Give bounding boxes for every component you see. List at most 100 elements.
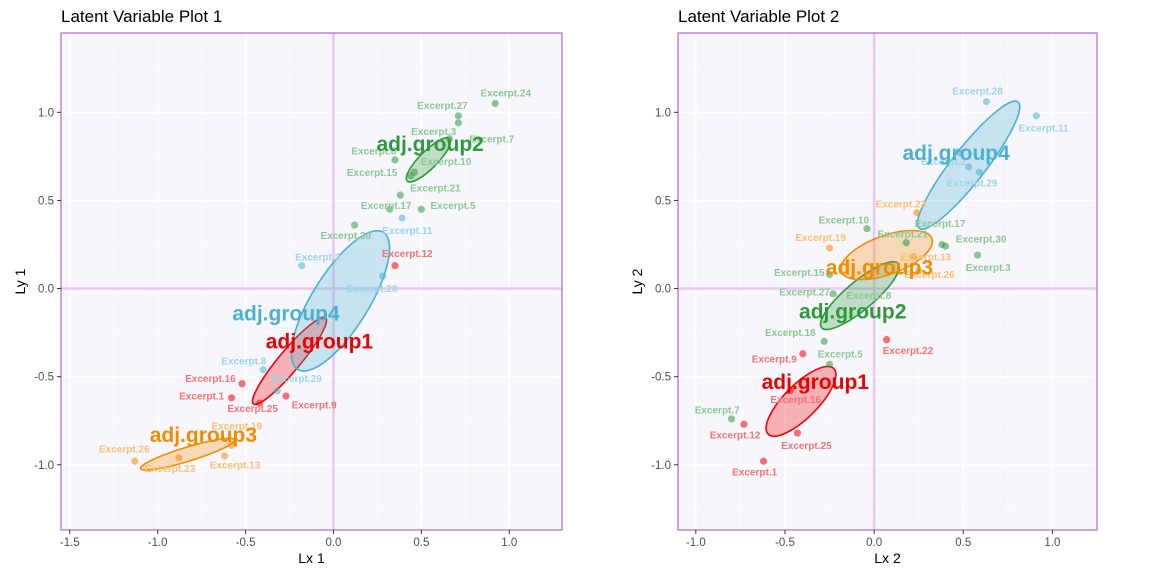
data-point [282,392,290,400]
data-point [727,415,736,423]
data-point [407,172,415,180]
y-axis-title: Ly 2 [629,268,645,294]
data-point [398,214,406,222]
x-tick-label: 0.5 [955,537,971,549]
x-tick-label: 1.0 [501,537,517,549]
x-tick-label: -1.5 [60,537,80,549]
data-point [786,387,794,395]
ellipse-adj-group1 [251,316,328,406]
point-label: Excerpt.2 [921,157,966,168]
group-label-adj-group3: adj.group3 [826,256,933,279]
x-tick-label: -1.0 [148,537,168,549]
group-label-adj-group1: adj.group1 [762,371,870,394]
plot-panel [61,33,562,530]
point-label: Excerpt.2 [295,252,340,263]
ellipse-adj-group4 [290,229,391,372]
data-point [238,380,246,388]
data-point [820,337,828,346]
panel-2: Latent Variable Plot 2 Excerpt.28 Excerpt.… [629,7,1098,566]
group-label-adj-group1: adj.group1 [266,330,374,353]
point-label: Excerpt.28 [347,284,398,295]
point-label: Excerpt.15 [774,268,825,279]
x-tick-label: 0.0 [325,537,341,549]
y-axis-title: Ly 1 [12,268,28,294]
point-label: Excerpt.15 [347,168,398,179]
data-point [956,149,964,157]
data-point [941,242,950,250]
point-label: Excerpt.1 [179,392,224,403]
point-label: Excerpt.7 [469,134,514,145]
ellipse-adj-group2 [819,260,900,331]
data-point [829,290,837,298]
point-label: Excerpt.22 [883,346,934,357]
point-label: Excerpt.29 [947,178,998,189]
data-point [913,209,921,217]
point-label: Excerpt.9 [292,400,337,411]
data-point [825,270,834,279]
y-tick-label: 0.0 [38,284,54,296]
data-point [175,454,183,462]
point-label: Excerpt.10 [421,157,472,168]
point-label: Excerpt.23 [876,199,927,210]
data-point [386,205,394,213]
point-label: Excerpt.29 [271,374,322,385]
group-label-adj-group4: adj.group4 [902,142,1010,165]
point-label: Excerpt.7 [695,406,740,417]
data-point [975,168,983,176]
data-point [454,119,462,127]
group-label-adj-group4: adj.group4 [232,302,340,325]
point-label: Excerpt.9 [752,355,797,366]
point-label: Excerpt.13 [210,460,261,471]
data-point [902,239,910,247]
data-point [915,267,923,275]
y-tick-label: 0.5 [655,195,671,207]
y-tick-label: 1.0 [38,107,54,119]
data-point [982,98,991,106]
x-tick-label: 1.0 [1044,537,1060,549]
x-tick-label: -0.5 [236,537,256,549]
y-tick-label: -0.5 [651,372,671,384]
data-point [793,429,802,437]
point-label: Excerpt.5 [430,201,475,212]
y-tick-label: -1.0 [34,460,54,472]
x-tick-label: 0.0 [866,537,882,549]
point-label: Excerpt.23 [145,464,196,475]
point-label: Excerpt.3 [411,127,456,138]
data-point [391,156,399,164]
data-point [256,399,264,407]
data-point [227,441,236,450]
data-point [131,457,139,465]
data-point [220,452,229,460]
data-point [417,205,425,213]
point-label: Excerpt.16 [185,374,236,385]
gridlines [61,33,562,530]
chart-title: Latent Variable Plot 2 [678,7,839,26]
point-label: Excerpt.13 [901,252,952,263]
data-point [379,272,387,280]
data-point [909,253,917,261]
point-label: Excerpt.11 [382,226,432,237]
point-label: Excerpt.27 [417,101,468,112]
y-tick-label: -0.5 [34,372,54,384]
point-label: Excerpt.5 [818,349,863,360]
point-label: Excerpt.11 [1018,124,1068,135]
data-point [396,191,404,199]
data-point [740,420,748,428]
point-label: Excerpt.26 [904,270,955,281]
point-label: Excerpt.24 [480,88,531,99]
group-label-adj-group3: adj.group3 [150,424,257,447]
point-label: Excerpt.25 [227,404,278,415]
data-point [445,135,454,143]
data-point [825,360,834,368]
point-label: Excerpt.27 [779,288,830,299]
chart-title: Latent Variable Plot 1 [61,7,222,26]
data-point [759,457,768,465]
group-label-adj-group2: adj.group2 [376,133,483,156]
x-axis-title: Lx 2 [874,550,901,566]
point-label: Excerpt.8 [351,147,396,158]
data-point [1032,112,1040,120]
data-point [298,262,306,270]
data-point [273,387,281,395]
point-label: Excerpt.8 [221,356,266,367]
